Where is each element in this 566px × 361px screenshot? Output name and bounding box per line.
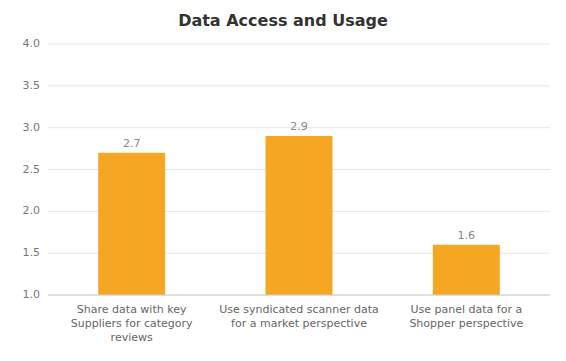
y-tick-label: 2.5 (23, 163, 41, 176)
x-tick-label: Use panel data for aShopper perspective (409, 303, 523, 330)
background (0, 0, 566, 361)
chart-container: Data Access and Usage 1.0 1.5 2.0 2.5 3.0 3.5 4… (0, 0, 566, 361)
y-tick-label: 1.0 (23, 288, 41, 301)
x-tick-label-line: Use syndicated scanner data (219, 303, 379, 316)
x-tick-label-line: Share data with key (77, 303, 187, 316)
bar (433, 245, 500, 295)
grid-line (48, 295, 550, 296)
x-tick-label-line: for a market perspective (231, 317, 367, 330)
x-axis-line (48, 295, 550, 296)
x-tick-label-line: Shopper perspective (409, 317, 523, 330)
y-tick-label: 3.5 (23, 79, 41, 92)
y-tick-label: 1.5 (23, 246, 41, 259)
bars (98, 136, 500, 295)
grid-line (48, 85, 550, 86)
y-tick-label: 4.0 (23, 37, 41, 50)
x-tick-label-line: reviews (111, 331, 153, 344)
y-tick-label: 2.0 (23, 204, 41, 217)
x-tick-label: Use syndicated scanner datafor a market … (219, 303, 379, 330)
title: Data Access and Usage (178, 11, 388, 30)
x-tick-label: Share data with keySuppliers for categor… (71, 303, 193, 344)
x-tick-label-line: Use panel data for a (410, 303, 522, 316)
data-label: 2.9 (290, 120, 308, 133)
data-label: 1.6 (458, 229, 476, 242)
grid (48, 44, 550, 295)
y-tick-label: 3.0 (23, 121, 41, 134)
chart-svg: Data Access and Usage 1.0 1.5 2.0 2.5 3.0 3.5 4… (0, 0, 566, 361)
grid-line (48, 44, 550, 45)
bar (98, 153, 165, 295)
x-tick-label-line: Suppliers for category (71, 317, 193, 330)
bar (266, 136, 333, 295)
data-label: 2.7 (123, 137, 141, 150)
